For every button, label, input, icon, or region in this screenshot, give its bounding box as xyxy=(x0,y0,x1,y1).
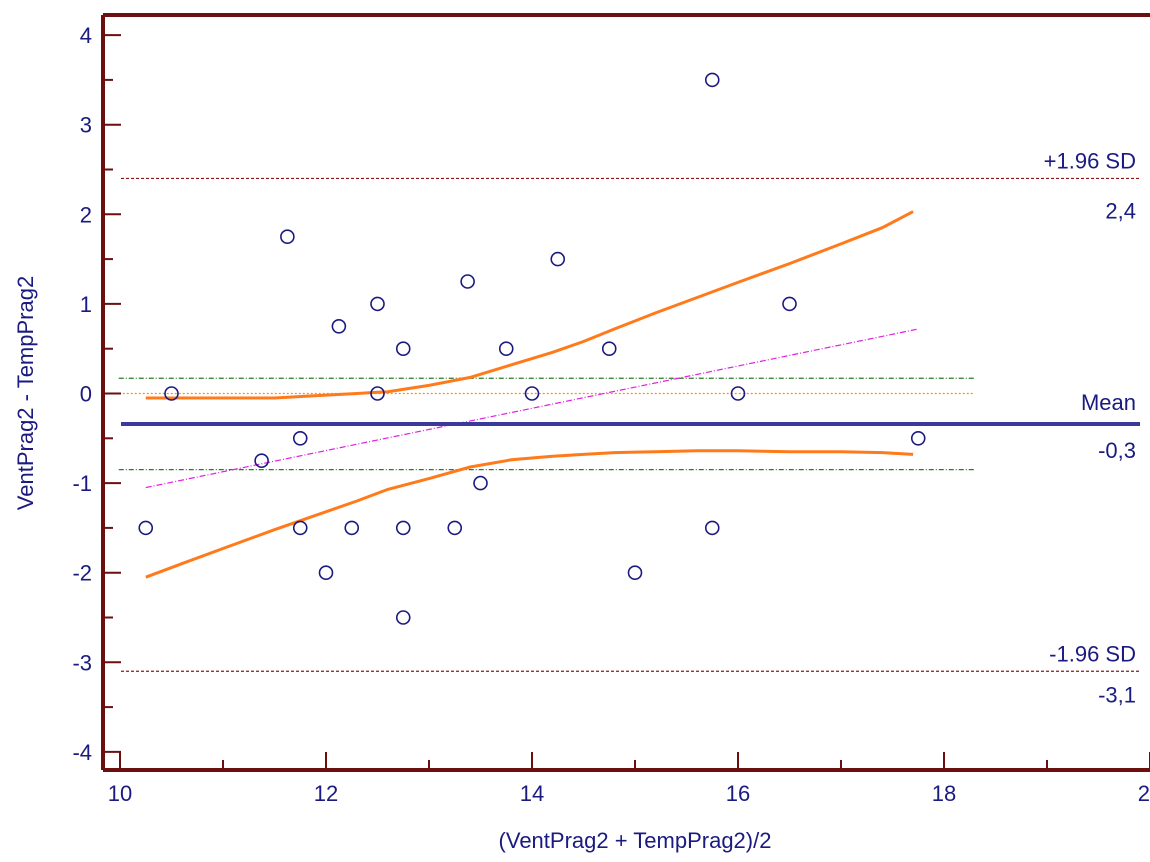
data-point xyxy=(704,520,720,536)
data-point xyxy=(395,520,411,536)
data-point xyxy=(395,341,411,357)
data-point xyxy=(524,386,540,401)
data-point xyxy=(318,565,334,581)
lower-loa-label: -1.96 SD xyxy=(1049,641,1136,666)
data-point xyxy=(292,430,308,446)
y-tick-label: -2 xyxy=(72,561,92,586)
x-axis-title: (VentPrag2 + TempPrag2)/2 xyxy=(499,828,772,853)
data-point xyxy=(704,72,720,88)
data-point xyxy=(292,520,308,536)
data-point xyxy=(138,520,154,536)
data-point xyxy=(730,386,746,401)
x-tick-label: 12 xyxy=(314,781,338,806)
data-point xyxy=(164,386,179,401)
y-tick-label: -4 xyxy=(72,740,92,765)
data-point xyxy=(331,318,347,334)
x-tick-label: 10 xyxy=(108,781,132,806)
data-point xyxy=(447,520,463,536)
y-tick-label: 1 xyxy=(80,292,92,317)
data-point xyxy=(550,251,566,267)
y-tick-label: 3 xyxy=(80,113,92,138)
mean-value: -0,3 xyxy=(1098,438,1136,463)
lower-loa-value: -3,1 xyxy=(1098,682,1136,707)
reference-labels-layer: +1.96 SD 2,4 Mean -0,3 -1.96 SD -3,1 xyxy=(1044,148,1136,707)
reference-lines-layer xyxy=(118,177,1140,672)
x-tick-label: 20 xyxy=(1138,781,1150,806)
y-tick-label: 0 xyxy=(80,382,92,407)
upper-loa-label: +1.96 SD xyxy=(1044,148,1136,173)
scatter-points-layer xyxy=(138,72,926,625)
x-tick-label: 14 xyxy=(520,781,544,806)
data-point xyxy=(498,341,514,357)
data-point xyxy=(601,341,617,357)
confidence-band-layer xyxy=(145,210,914,579)
data-point xyxy=(473,475,488,491)
data-point xyxy=(370,386,385,401)
data-point xyxy=(627,565,643,581)
y-axis-title: VentPrag2 - TempPrag2 xyxy=(13,276,38,510)
x-tick-label: 18 xyxy=(932,781,956,806)
upper-loa-value: 2,4 xyxy=(1105,198,1136,223)
x-tick-label: 16 xyxy=(726,781,750,806)
data-point xyxy=(344,520,360,536)
regression-line xyxy=(145,328,919,489)
y-tick-label: -3 xyxy=(72,650,92,675)
data-point xyxy=(460,274,475,289)
data-point xyxy=(280,229,295,244)
confidence-band-upper xyxy=(145,210,914,400)
data-point xyxy=(370,296,385,312)
data-point xyxy=(254,453,269,469)
data-point xyxy=(782,296,797,312)
data-point xyxy=(395,610,411,625)
y-tick-label: 2 xyxy=(80,202,92,227)
y-tick-label: 4 xyxy=(80,23,92,48)
mean-label: Mean xyxy=(1081,390,1136,415)
data-point xyxy=(910,430,926,446)
y-tick-label: -1 xyxy=(72,471,92,496)
confidence-band-lower xyxy=(145,449,914,579)
axes-layer: -4-3-2-101234101214161820 xyxy=(72,13,1150,806)
